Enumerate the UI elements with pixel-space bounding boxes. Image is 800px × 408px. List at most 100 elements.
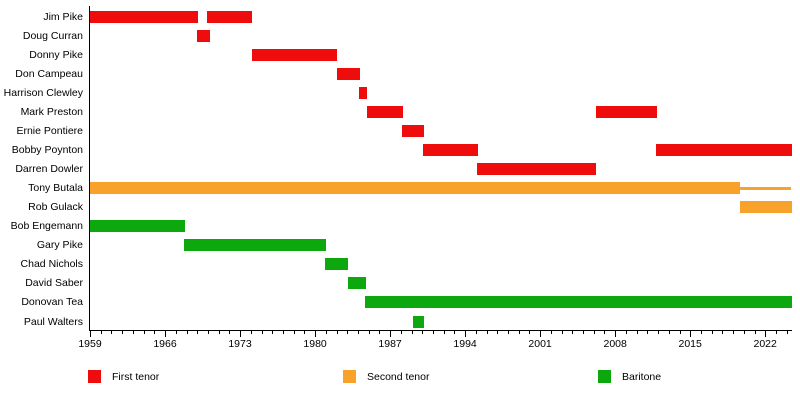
member-label: Chad Nichols	[20, 258, 83, 271]
member-bar	[366, 105, 403, 118]
member-bar	[324, 258, 349, 271]
axis-minor-tick	[336, 331, 338, 334]
axis-minor-tick	[132, 331, 134, 334]
legend-label: First tenor	[112, 371, 160, 383]
axis-minor-tick	[786, 331, 788, 334]
member-label: Mark Preston	[20, 105, 83, 118]
legend-label: Second tenor	[367, 371, 430, 383]
axis-minor-tick	[486, 331, 488, 334]
axis-minor-tick	[282, 331, 284, 334]
member-label: Tony Butala	[28, 182, 83, 194]
axis-minor-tick	[422, 331, 424, 334]
axis-minor-tick	[207, 331, 209, 334]
axis-minor-tick	[304, 331, 306, 334]
member-label: Bobby Poynton	[11, 143, 83, 156]
member-bar	[207, 10, 252, 23]
axis-minor-tick	[111, 331, 113, 334]
axis-minor-tick	[572, 331, 574, 334]
axis-minor-tick	[454, 331, 456, 334]
axis-minor-tick	[668, 331, 670, 334]
axis-minor-tick	[250, 331, 252, 334]
axis-minor-tick	[775, 331, 777, 334]
axis-minor-tick	[293, 331, 295, 334]
axis-minor-tick	[433, 331, 434, 334]
member-label: Harrison Clewley	[3, 86, 83, 99]
member-label: Darren Dowler	[15, 163, 83, 175]
axis-minor-tick	[154, 331, 156, 334]
axis-minor-tick	[443, 331, 445, 334]
axis-tick-label: 2015	[678, 338, 702, 350]
member-label: Donny Pike	[29, 48, 83, 61]
member-bar	[401, 124, 425, 137]
second-tenor-swatch-icon	[343, 370, 356, 383]
axis-minor-tick	[583, 331, 584, 334]
axis-minor-tick	[550, 331, 552, 334]
axis-minor-tick	[347, 331, 349, 334]
axis-minor-tick	[186, 331, 188, 334]
axis-minor-tick	[561, 331, 563, 334]
member-bar	[336, 67, 361, 80]
axis-minor-tick	[529, 331, 531, 334]
axis-minor-tick	[754, 331, 756, 334]
legend-label: Baritone	[622, 371, 662, 383]
member-label: Ernie Pontiere	[16, 124, 83, 137]
axis-tick-label: 1959	[78, 338, 102, 350]
member-label: Gary Pike	[36, 239, 83, 252]
first-tenor-swatch-icon	[88, 370, 101, 383]
member-bar	[476, 163, 597, 175]
axis-minor-tick	[122, 331, 124, 334]
axis-minor-tick	[733, 331, 735, 334]
axis-minor-tick	[658, 331, 659, 334]
axis-major-tick	[540, 331, 542, 337]
axis-tick-label: 1973	[228, 338, 252, 350]
member-bar	[739, 201, 792, 214]
axis-tick-label: 1994	[453, 338, 477, 350]
axis-minor-tick	[722, 331, 724, 334]
axis-tick-label: 1966	[153, 338, 177, 350]
axis-minor-tick	[679, 331, 681, 334]
axis-tick-label: 2001	[528, 338, 552, 350]
y-axis-line	[89, 6, 90, 331]
axis-minor-tick	[229, 331, 231, 334]
axis-minor-tick	[508, 331, 509, 334]
member-label: David Saber	[25, 277, 83, 290]
baritone-swatch-icon	[598, 370, 611, 383]
axis-minor-tick	[411, 331, 413, 334]
axis-minor-tick	[261, 331, 263, 334]
member-bar	[422, 143, 478, 156]
axis-minor-tick	[475, 331, 477, 334]
axis-minor-tick	[518, 331, 520, 334]
axis-minor-tick	[272, 331, 274, 334]
axis-minor-tick	[325, 331, 327, 334]
member-bar	[739, 186, 791, 190]
axis-minor-tick	[357, 331, 359, 334]
member-bar	[595, 105, 657, 118]
axis-minor-tick	[593, 331, 595, 334]
axis-minor-tick	[711, 331, 713, 334]
axis-tick-label: 2008	[603, 338, 627, 350]
member-label: Jim Pike	[43, 10, 83, 23]
axis-major-tick	[465, 331, 467, 337]
axis-minor-tick	[636, 331, 638, 334]
member-bar	[90, 220, 185, 233]
member-bar	[348, 277, 367, 290]
member-bar	[90, 182, 740, 194]
member-bar	[365, 296, 792, 309]
axis-minor-tick	[647, 331, 649, 334]
axis-minor-tick	[368, 331, 370, 334]
axis-minor-tick	[100, 331, 102, 334]
axis-major-tick	[165, 331, 166, 337]
axis-minor-tick	[197, 331, 199, 334]
member-label: Rob Gulack	[28, 201, 83, 214]
member-label: Don Campeau	[15, 67, 83, 80]
member-bar	[251, 48, 338, 61]
axis-tick-label: 1987	[378, 338, 402, 350]
axis-minor-tick	[743, 331, 745, 334]
axis-minor-tick	[175, 331, 177, 334]
member-label: Donovan Tea	[21, 296, 83, 309]
member-label: Doug Curran	[22, 29, 83, 42]
axis-major-tick	[390, 331, 392, 337]
axis-minor-tick	[625, 331, 627, 334]
axis-major-tick	[315, 331, 317, 337]
